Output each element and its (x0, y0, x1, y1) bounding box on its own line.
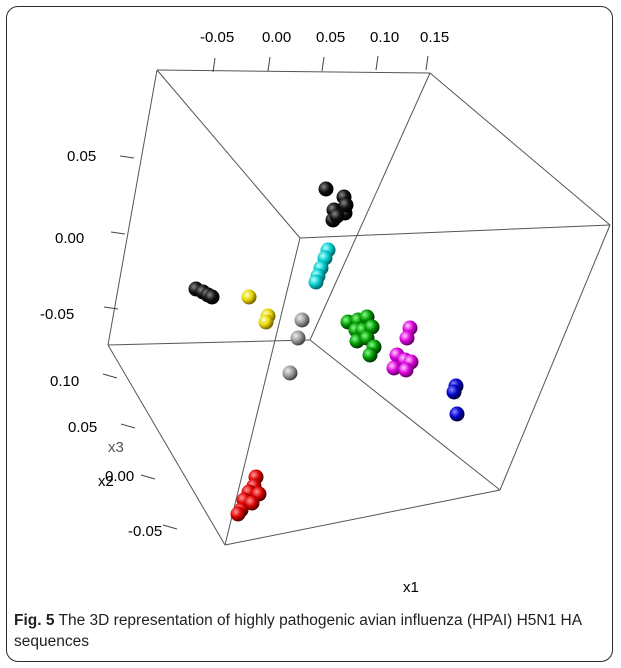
cube-box (107, 69, 611, 546)
x-tick-label: 0.15 (420, 29, 449, 46)
x-axis (212, 55, 429, 73)
data-point (241, 289, 257, 305)
y-tick-label: 0.05 (68, 419, 97, 436)
data-point (308, 274, 324, 290)
data-point (258, 314, 274, 330)
z-axis-title: x3 (108, 439, 124, 456)
data-point (318, 181, 334, 197)
data-point (282, 365, 298, 381)
data-points (188, 181, 465, 522)
y-tick-label: -0.05 (128, 523, 162, 540)
x-tick-label: 0.10 (370, 29, 399, 46)
z-tick-label: -0.05 (40, 306, 74, 323)
scatter-3d-plot: -0.05 0.00 0.05 0.10 0.15 0.05 0.00 -0.0… (40, 29, 611, 596)
data-point (338, 197, 354, 213)
data-point (386, 360, 402, 376)
x-tick-label: -0.05 (200, 29, 234, 46)
x-tick-label: 0.00 (262, 29, 291, 46)
x-axis-title: x1 (403, 579, 419, 596)
data-point (244, 495, 260, 511)
data-point (398, 362, 414, 378)
z-tick-label: 0.05 (67, 148, 96, 165)
x-tick-label: 0.05 (316, 29, 345, 46)
figure-label: Fig. 5 (14, 612, 55, 629)
data-point (449, 406, 465, 422)
data-point (230, 506, 246, 522)
z-axis (103, 155, 135, 310)
y-axis (102, 373, 178, 530)
y-tick-label: 0.00 (105, 468, 134, 485)
figure-frame (6, 6, 613, 662)
data-point (290, 330, 306, 346)
y-axis-title: x2 (98, 473, 114, 490)
figure-caption-text: The 3D representation of highly pathogen… (14, 612, 582, 650)
figure-caption: Fig. 5 The 3D representation of highly p… (14, 610, 612, 652)
y-tick-label: 0.10 (50, 373, 79, 390)
data-point (446, 384, 462, 400)
z-tick-label: 0.00 (55, 230, 84, 247)
data-point (204, 289, 220, 305)
data-point (362, 347, 378, 363)
data-point (399, 330, 415, 346)
data-point (329, 208, 345, 224)
data-point (294, 312, 310, 328)
